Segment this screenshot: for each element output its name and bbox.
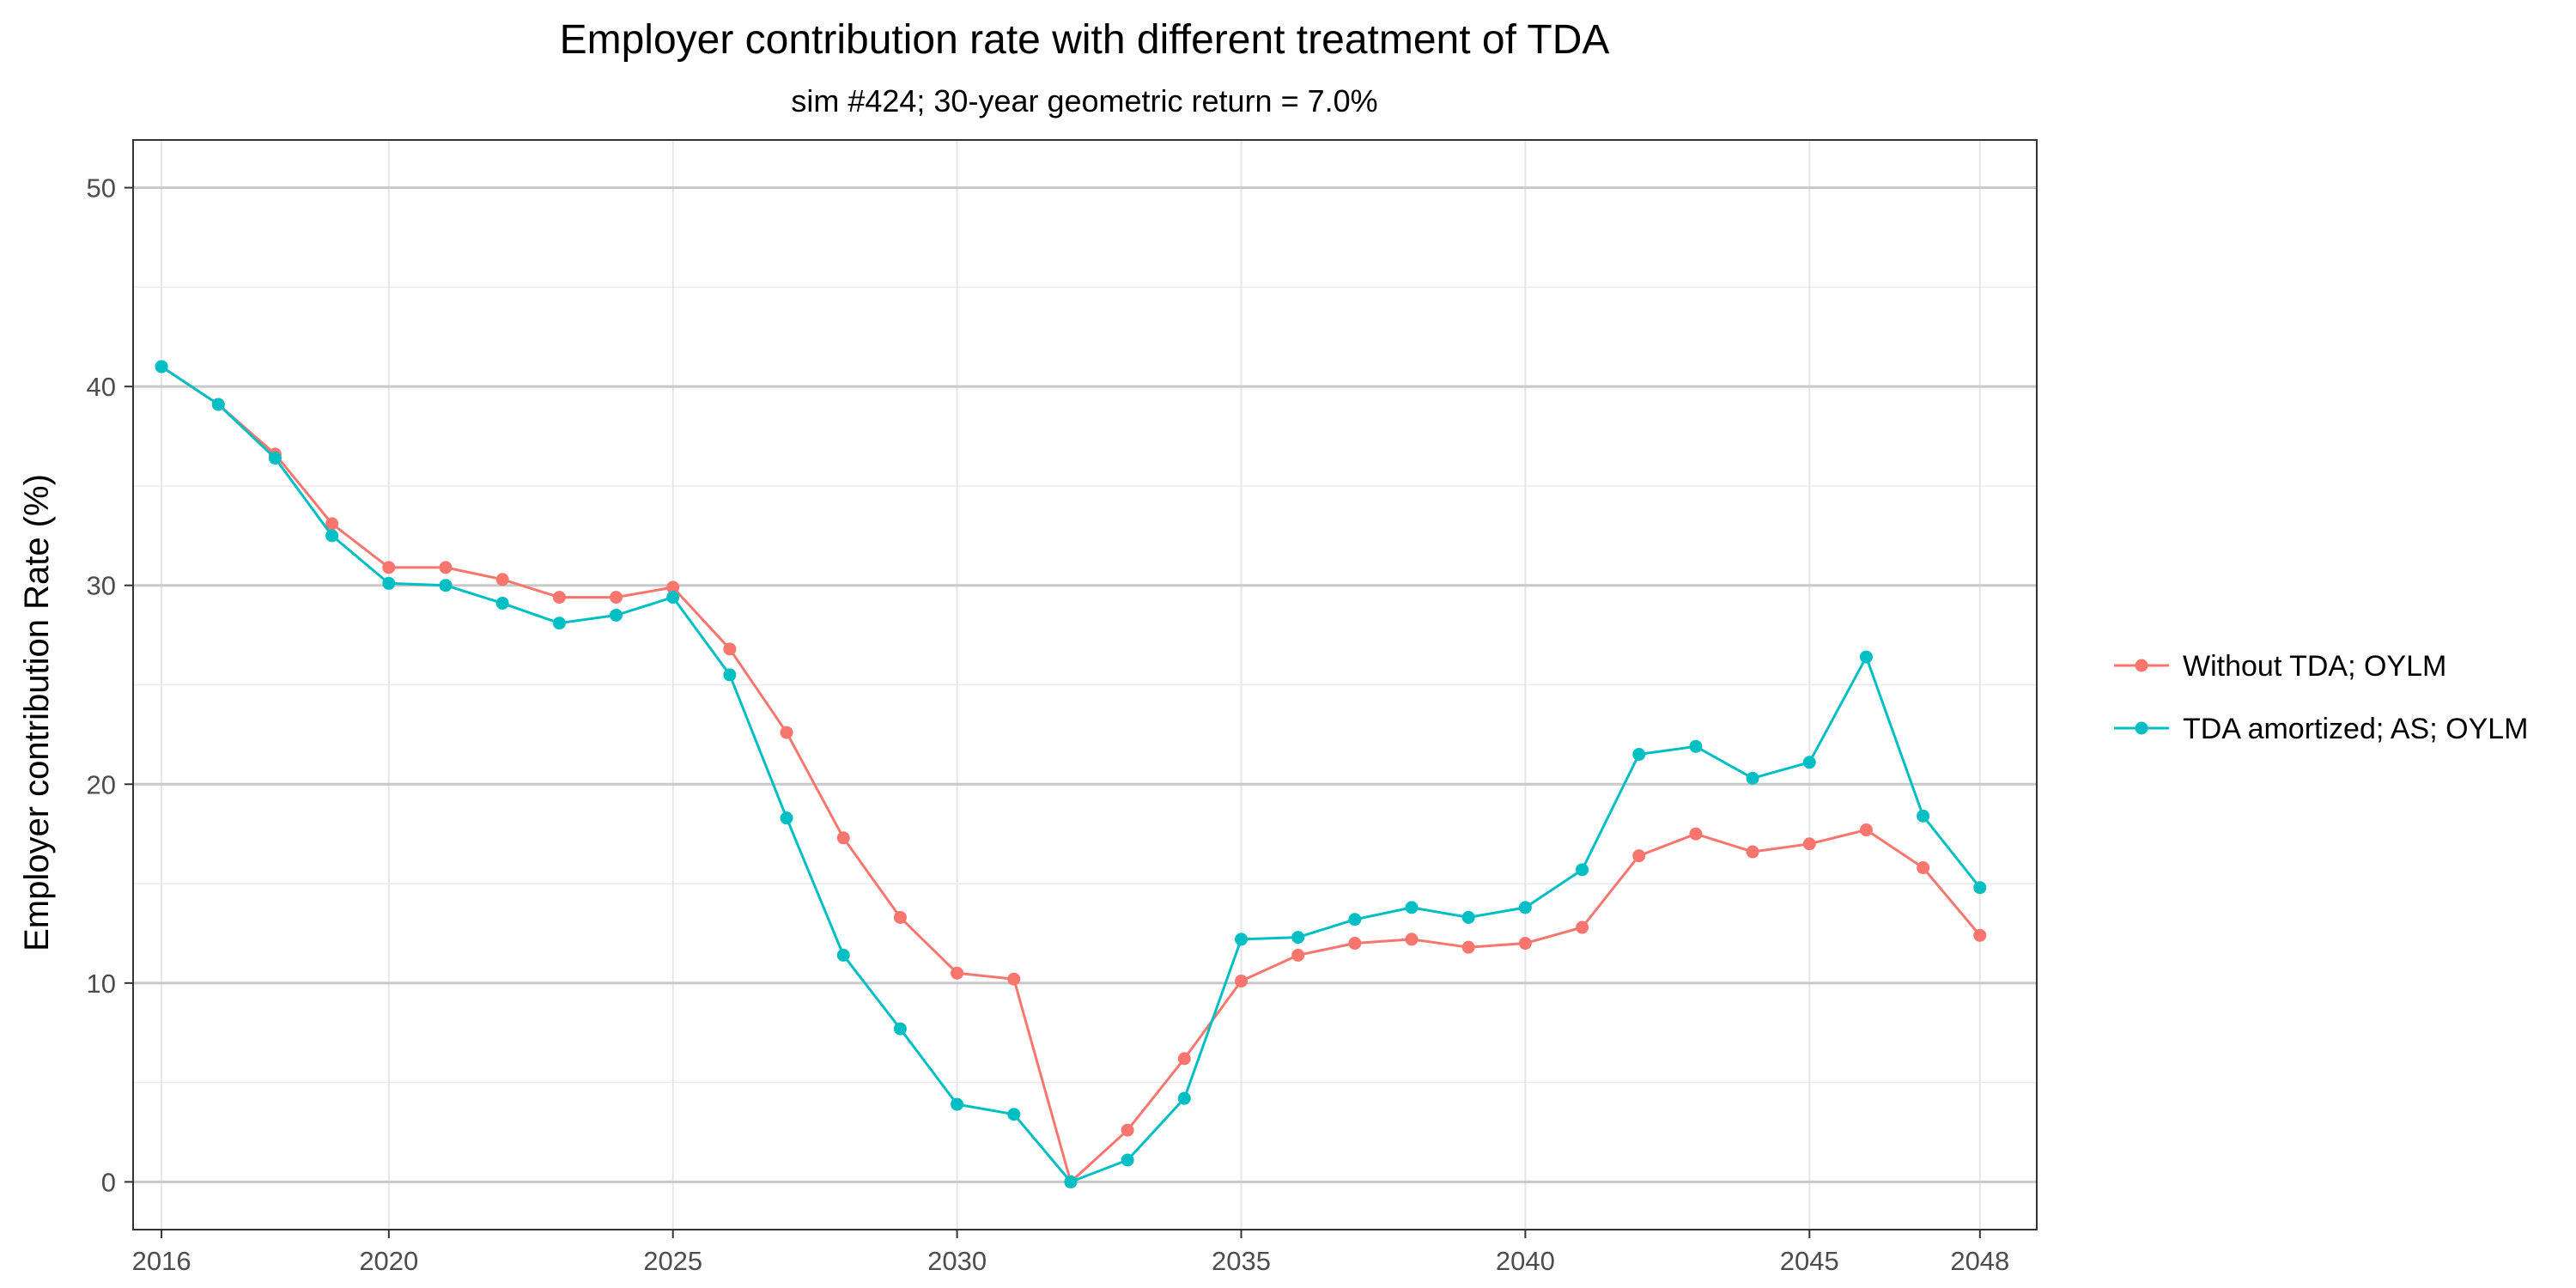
legend-key-point xyxy=(2135,721,2148,735)
series-1-point xyxy=(1973,928,1987,942)
series-1-point xyxy=(1234,975,1248,988)
series-2-point xyxy=(495,597,509,611)
chart-title: Employer contribution rate with differen… xyxy=(560,17,1610,63)
series-2-point xyxy=(552,617,566,630)
series-1-point xyxy=(1518,937,1532,951)
series-2-point xyxy=(211,398,225,411)
series-1-point xyxy=(1405,933,1419,946)
series-2-point xyxy=(723,668,737,682)
series-2-point xyxy=(1291,931,1305,945)
series-2-point xyxy=(1234,933,1248,946)
legend-label: TDA amortized; AS; OYLM xyxy=(2183,713,2528,745)
x-tick-label: 2048 xyxy=(1950,1246,2009,1276)
x-tick-label: 2040 xyxy=(1496,1246,1555,1276)
series-1-point xyxy=(1859,823,1873,837)
series-2-point xyxy=(1121,1153,1134,1167)
series-1-point xyxy=(1917,861,1930,875)
series-2-point xyxy=(1973,881,1987,895)
series-2-point xyxy=(1632,748,1646,762)
legend: Without TDA; OYLM TDA amortized; AS; OYLM xyxy=(2114,650,2528,745)
axes: 2016 2020 2025 2030 2035 2040 2045 204801020304… xyxy=(87,173,2010,1276)
series-2-point xyxy=(1007,1108,1021,1121)
series-2-point xyxy=(155,360,168,374)
series-1-point xyxy=(723,642,737,656)
series-1-point xyxy=(666,580,680,594)
plot-border xyxy=(132,139,2038,1230)
series-2-point xyxy=(382,576,396,590)
series-1-point xyxy=(1746,845,1759,859)
series-2-point xyxy=(780,811,793,825)
series-1-point xyxy=(951,966,964,980)
legend-label: Without TDA; OYLM xyxy=(2183,650,2446,683)
series-1-point xyxy=(836,831,850,845)
chart-subtitle: sim #424; 30-year geometric return = 7.0… xyxy=(791,83,1377,118)
series-2-point xyxy=(836,948,850,962)
series-1-point xyxy=(439,561,453,574)
y-tick-label: 50 xyxy=(87,173,116,204)
series-1-point xyxy=(1802,837,1816,851)
series-1-point xyxy=(1121,1123,1134,1137)
series-2-point xyxy=(1461,910,1475,924)
series-2-point xyxy=(1576,863,1589,877)
series-2-point xyxy=(893,1022,907,1036)
series-2-point xyxy=(1518,901,1532,914)
series-1-point xyxy=(552,591,566,605)
series-1-point xyxy=(382,561,396,574)
series-layer xyxy=(155,360,1987,1188)
y-tick-label: 20 xyxy=(87,769,116,799)
series-2-point xyxy=(439,579,453,592)
series-1-point xyxy=(893,910,907,924)
grid xyxy=(133,140,2037,1230)
series-2-point xyxy=(1064,1175,1078,1188)
series-1-point xyxy=(1576,920,1589,934)
y-tick-label: 40 xyxy=(87,372,116,402)
series-1-point xyxy=(1007,972,1021,986)
series-2-point xyxy=(1405,901,1419,914)
series-1-point xyxy=(780,726,793,739)
series-1-point xyxy=(1291,948,1305,962)
y-axis-label: Employer contribution Rate (%) xyxy=(18,474,56,951)
x-tick-label: 2020 xyxy=(359,1246,418,1276)
series-1-point xyxy=(610,591,623,605)
series-2-point xyxy=(1859,650,1873,664)
series-2-point xyxy=(666,591,680,605)
x-tick-label: 2045 xyxy=(1780,1246,1839,1276)
series-2-point xyxy=(1802,756,1816,769)
y-tick-label: 30 xyxy=(87,571,116,601)
y-tick-label: 10 xyxy=(87,969,116,999)
x-tick-label: 2030 xyxy=(927,1246,987,1276)
series-1-point xyxy=(1177,1052,1191,1066)
x-tick-label: 2016 xyxy=(132,1246,191,1276)
series-1-point xyxy=(325,517,339,531)
legend-key-point xyxy=(2135,659,2148,672)
series-2-point xyxy=(1917,809,1930,823)
x-tick-label: 2025 xyxy=(643,1246,702,1276)
series-1-point xyxy=(495,573,509,586)
series-2-point xyxy=(325,529,339,543)
series-1-point xyxy=(1348,937,1362,951)
series-2-point xyxy=(1177,1091,1191,1105)
y-tick-label: 0 xyxy=(101,1167,116,1197)
series-2-point xyxy=(1689,739,1703,753)
series-2-point xyxy=(1746,771,1759,785)
series-1-point xyxy=(1632,849,1646,863)
x-tick-label: 2035 xyxy=(1212,1246,1271,1276)
series-1-point xyxy=(1461,940,1475,954)
series-2-point xyxy=(951,1097,964,1111)
series-2-point xyxy=(268,452,282,465)
series-2-point xyxy=(1348,913,1362,927)
series-1-point xyxy=(1689,827,1703,841)
series-2-point xyxy=(610,608,623,622)
